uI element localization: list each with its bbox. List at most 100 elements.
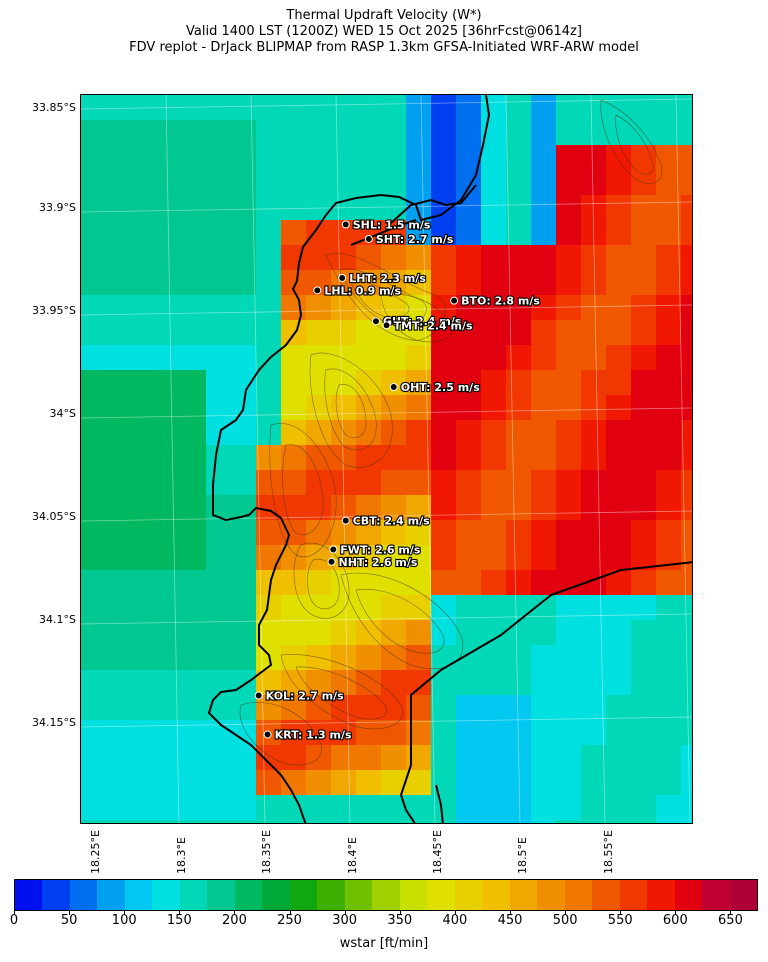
station-marker-lhl[interactable]: [313, 286, 322, 295]
wstar-cell: [456, 595, 481, 620]
wstar-cell: [631, 745, 656, 770]
wstar-cell: [656, 720, 681, 745]
wstar-cell: [256, 445, 281, 470]
wstar-cell: [306, 145, 331, 170]
wstar-cell: [231, 745, 256, 770]
wstar-cell: [631, 270, 656, 295]
wstar-cell: [606, 595, 631, 620]
wstar-cell: [631, 220, 656, 245]
wstar-cell: [606, 745, 631, 770]
wstar-cell: [331, 295, 356, 320]
wstar-cell: [631, 645, 656, 670]
wstar-cell: [181, 220, 206, 245]
wstar-cell: [131, 745, 156, 770]
wstar-cell: [181, 770, 206, 795]
wstar-cell: [406, 420, 431, 445]
wstar-cell: [81, 395, 106, 420]
wstar-cell: [306, 620, 331, 645]
station-marker-nht[interactable]: [327, 557, 336, 566]
wstar-cell: [581, 720, 606, 745]
wstar-cell: [281, 170, 306, 195]
wstar-cell: [631, 670, 656, 695]
wstar-cell: [356, 745, 381, 770]
lon-label-18-5: 18.5°E: [516, 837, 529, 874]
wstar-cell: [631, 320, 656, 345]
wstar-cell: [231, 620, 256, 645]
wstar-cell: [681, 220, 692, 245]
wstar-cell: [206, 195, 231, 220]
wstar-cell: [431, 570, 456, 595]
wstar-cell: [181, 370, 206, 395]
wstar-cell: [681, 120, 692, 145]
map-plot-area[interactable]: SHL: 1.5 m/s SHT: 2.7 m/s LHT: 2.3 m/s LHL:…: [80, 94, 693, 824]
station-marker-oht[interactable]: [389, 383, 398, 391]
wstar-cell: [206, 595, 231, 620]
wstar-cell: [631, 720, 656, 745]
wstar-cell: [231, 770, 256, 795]
station-marker-bto[interactable]: [450, 296, 459, 305]
station-marker-tmt[interactable]: [382, 321, 391, 330]
wstar-cell: [406, 370, 431, 395]
wstar-cell: [456, 120, 481, 145]
station-marker-kol[interactable]: [254, 691, 263, 700]
wstar-cell: [506, 195, 531, 220]
wstar-cell: [256, 245, 281, 270]
wstar-cell: [281, 120, 306, 145]
station-marker-krt[interactable]: [263, 730, 272, 739]
wstar-cell: [306, 320, 331, 345]
wstar-cell: [681, 820, 692, 823]
wstar-cell: [206, 620, 231, 645]
chart-title: Thermal Updraft Velocity (W*): [286, 8, 482, 23]
station-marker-shl[interactable]: [341, 220, 350, 229]
wstar-cell: [156, 95, 181, 120]
wstar-cell: [256, 220, 281, 245]
wstar-cell: [556, 695, 581, 720]
wstar-cell: [156, 270, 181, 295]
wstar-cell: [106, 520, 131, 545]
wstar-cell: [106, 370, 131, 395]
wstar-cell: [531, 320, 556, 345]
wstar-cell: [606, 820, 631, 823]
lat-label-34-15: 34.15°S: [32, 716, 76, 729]
wstar-cell: [256, 520, 281, 545]
wstar-cell: [106, 295, 131, 320]
colorbar-tick-mark: [289, 911, 291, 915]
wstar-cell: [81, 370, 106, 395]
wstar-cell: [506, 795, 531, 820]
wstar-cell: [456, 695, 481, 720]
station-marker-cbt[interactable]: [341, 516, 350, 525]
wstar-cell: [231, 245, 256, 270]
wstar-cell: [481, 520, 506, 545]
wstar-cell: [681, 670, 692, 695]
wstar-cell: [581, 520, 606, 545]
wstar-cell: [156, 820, 181, 823]
station-marker-fwt[interactable]: [329, 545, 338, 554]
wstar-cell: [656, 770, 681, 795]
wstar-cell: [606, 545, 631, 570]
wstar-cell: [381, 520, 406, 545]
wstar-cell: [331, 670, 356, 695]
wstar-cell: [506, 295, 531, 320]
wstar-cell: [356, 820, 381, 823]
wstar-cell: [156, 420, 181, 445]
wstar-cell: [481, 320, 506, 345]
wstar-cell: [281, 370, 306, 395]
station-marker-sht[interactable]: [364, 234, 373, 243]
station-marker-lht[interactable]: [338, 274, 347, 283]
wstar-cell: [656, 170, 681, 195]
wstar-cell: [481, 570, 506, 595]
station-marker-gut[interactable]: [371, 317, 380, 326]
wstar-cell: [331, 620, 356, 645]
wstar-cell: [156, 495, 181, 520]
wstar-cell: [381, 245, 406, 270]
wstar-cell: [331, 595, 356, 620]
wstar-cell: [331, 745, 356, 770]
wstar-cell: [681, 720, 692, 745]
wstar-cell: [356, 695, 381, 720]
wstar-cell: [631, 695, 656, 720]
wstar-cell: [156, 295, 181, 320]
wstar-cell: [231, 220, 256, 245]
colorbar-segment: [564, 880, 593, 910]
wstar-cell: [81, 820, 106, 823]
